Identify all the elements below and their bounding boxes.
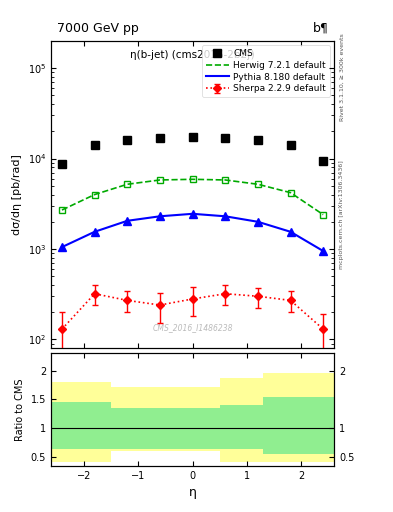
Line: CMS: CMS (58, 133, 327, 168)
Bar (165, 408, 220, 449)
Line: Pythia 8.180 default: Pythia 8.180 default (62, 214, 323, 251)
Text: mcplots.cern.ch [arXiv:1306.3436]: mcplots.cern.ch [arXiv:1306.3436] (340, 161, 344, 269)
Bar (263, 373, 334, 462)
Herwig 7.2.1 default (92, 191, 97, 198)
CMS (92, 142, 97, 148)
Bar (51, 402, 111, 449)
Pythia 8.180 default (288, 229, 293, 235)
Legend: CMS, Herwig 7.2.1 default, Pythia 8.180 default, Sherpa 2.2.9 default: CMS, Herwig 7.2.1 default, Pythia 8.180 … (202, 46, 330, 97)
Y-axis label: Ratio to CMS: Ratio to CMS (15, 378, 25, 441)
Herwig 7.2.1 default (321, 211, 325, 218)
Bar (165, 387, 220, 452)
Pythia 8.180 default (125, 218, 130, 224)
Herwig 7.2.1 default (190, 176, 195, 182)
Bar (263, 397, 334, 454)
Herwig 7.2.1 default (223, 177, 228, 183)
Line: Herwig 7.2.1 default: Herwig 7.2.1 default (62, 179, 323, 215)
CMS (223, 135, 228, 141)
Text: b¶: b¶ (312, 22, 329, 35)
Pythia 8.180 default (60, 244, 64, 250)
Herwig 7.2.1 default (158, 177, 162, 183)
Bar (111, 387, 165, 452)
Text: 7000 GeV pp: 7000 GeV pp (57, 22, 138, 35)
Pythia 8.180 default (223, 213, 228, 219)
Text: Rivet 3.1.10, ≥ 300k events: Rivet 3.1.10, ≥ 300k events (340, 33, 344, 121)
Text: η(b-jet) (cms2016-2b2ʃ): η(b-jet) (cms2016-2b2ʃ) (130, 50, 255, 60)
CMS (60, 161, 64, 167)
CMS (321, 158, 325, 164)
CMS (255, 137, 260, 143)
CMS (158, 135, 162, 141)
Pythia 8.180 default (190, 211, 195, 217)
Bar (220, 377, 263, 462)
Y-axis label: dσ/dη [pb/rad]: dσ/dη [pb/rad] (12, 154, 22, 235)
Pythia 8.180 default (92, 229, 97, 235)
Herwig 7.2.1 default (125, 181, 130, 187)
Pythia 8.180 default (321, 248, 325, 254)
Pythia 8.180 default (255, 219, 260, 225)
CMS (125, 137, 130, 143)
CMS (288, 142, 293, 148)
Bar (220, 406, 263, 449)
Pythia 8.180 default (158, 213, 162, 219)
X-axis label: η: η (189, 486, 196, 499)
Bar (51, 382, 111, 462)
CMS (190, 134, 195, 140)
Bar (111, 408, 165, 449)
Herwig 7.2.1 default (288, 189, 293, 196)
Text: CMS_2016_I1486238: CMS_2016_I1486238 (152, 323, 233, 332)
Herwig 7.2.1 default (255, 181, 260, 187)
Herwig 7.2.1 default (60, 207, 64, 213)
